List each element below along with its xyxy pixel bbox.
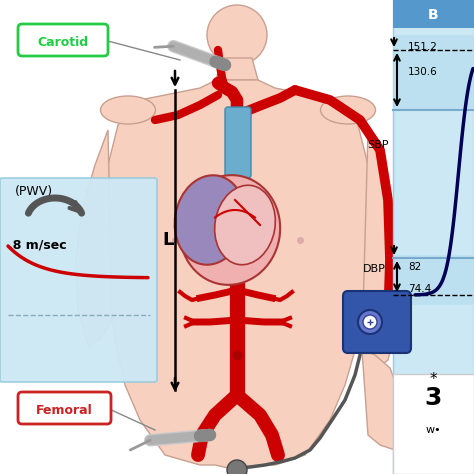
FancyBboxPatch shape (225, 107, 251, 178)
Text: 82: 82 (408, 262, 421, 272)
Text: DBP: DBP (363, 264, 386, 274)
Polygon shape (216, 58, 258, 80)
Text: B: B (428, 8, 438, 22)
Circle shape (207, 5, 267, 65)
FancyBboxPatch shape (393, 374, 474, 474)
Text: *: * (429, 372, 437, 387)
Polygon shape (362, 130, 400, 370)
Text: w•: w• (425, 425, 441, 435)
Text: (PWV): (PWV) (15, 185, 53, 198)
Text: Femoral: Femoral (36, 403, 92, 417)
Circle shape (227, 460, 247, 474)
FancyBboxPatch shape (393, 0, 474, 474)
Text: .8 m/sec: .8 m/sec (8, 238, 67, 251)
Text: 130.6: 130.6 (408, 67, 438, 77)
FancyBboxPatch shape (393, 35, 474, 110)
FancyBboxPatch shape (0, 178, 157, 382)
Text: SBP: SBP (367, 140, 389, 150)
FancyBboxPatch shape (18, 24, 108, 56)
Polygon shape (76, 130, 112, 345)
Polygon shape (105, 80, 370, 470)
FancyBboxPatch shape (393, 255, 474, 305)
Ellipse shape (180, 175, 280, 285)
FancyBboxPatch shape (343, 291, 411, 353)
Ellipse shape (174, 175, 246, 265)
Text: 74.4: 74.4 (408, 284, 431, 294)
Text: L: L (162, 231, 173, 249)
Ellipse shape (100, 96, 155, 124)
Circle shape (363, 315, 377, 329)
FancyBboxPatch shape (18, 392, 111, 424)
Text: 3: 3 (424, 386, 442, 410)
Text: 151.2: 151.2 (408, 42, 438, 52)
FancyBboxPatch shape (225, 178, 251, 217)
FancyBboxPatch shape (393, 0, 474, 28)
Text: Carotid: Carotid (37, 36, 89, 48)
Ellipse shape (215, 185, 275, 265)
Polygon shape (362, 350, 402, 450)
Ellipse shape (320, 96, 375, 124)
Circle shape (358, 310, 382, 334)
